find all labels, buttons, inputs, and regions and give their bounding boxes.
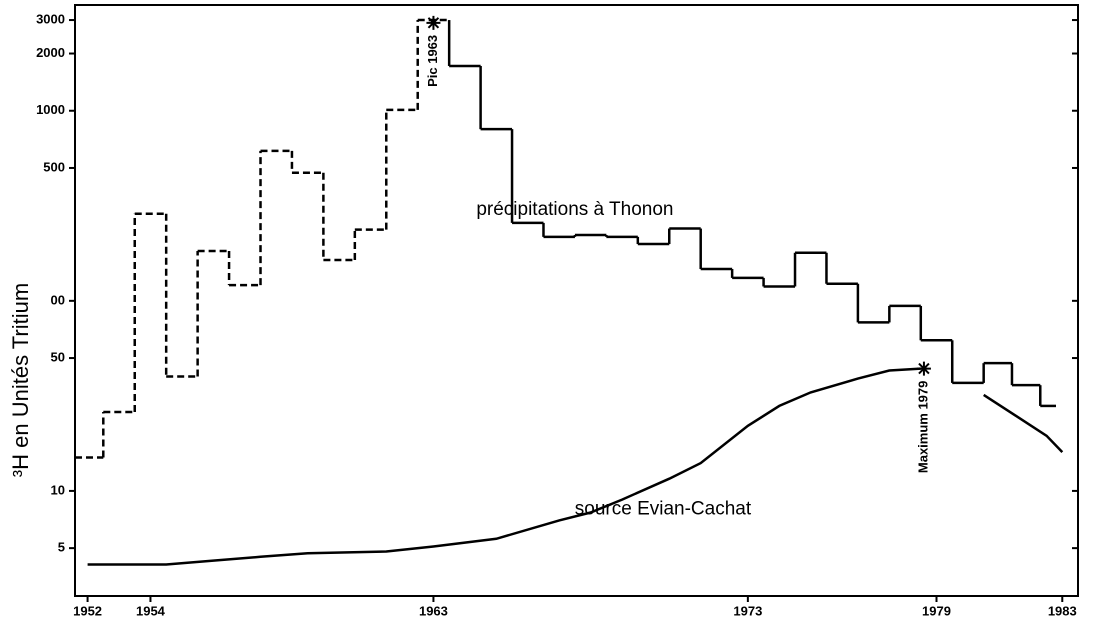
- star-marker: [426, 15, 441, 30]
- x-tick-label: 1983: [1048, 603, 1077, 618]
- y-tick-label: 00: [51, 292, 65, 307]
- y-axis-label: ³H en Unités Tritium: [8, 283, 33, 477]
- y-tick-label: 500: [43, 159, 65, 174]
- y-tick-label: 5: [58, 540, 65, 555]
- y-tick-label: 10: [51, 482, 65, 497]
- star-marker: [916, 361, 931, 376]
- x-tick-label: 1979: [922, 603, 951, 618]
- annotation: Maximum 1979: [915, 381, 930, 474]
- y-tick-label: 3000: [36, 11, 65, 26]
- y-tick-label: 2000: [36, 45, 65, 60]
- annotation: précipitations à Thonon: [476, 199, 673, 220]
- x-tick-label: 1952: [73, 603, 102, 618]
- y-tick-label: 1000: [36, 102, 65, 117]
- x-tick-label: 1963: [419, 603, 448, 618]
- annotation: source Evian-Cachat: [575, 498, 752, 519]
- x-tick-label: 1973: [733, 603, 762, 618]
- x-tick-label: 1954: [136, 603, 166, 618]
- line: [87, 367, 1064, 566]
- y-tick-label: 50: [51, 349, 65, 364]
- annotation: Pic 1963: [425, 35, 440, 87]
